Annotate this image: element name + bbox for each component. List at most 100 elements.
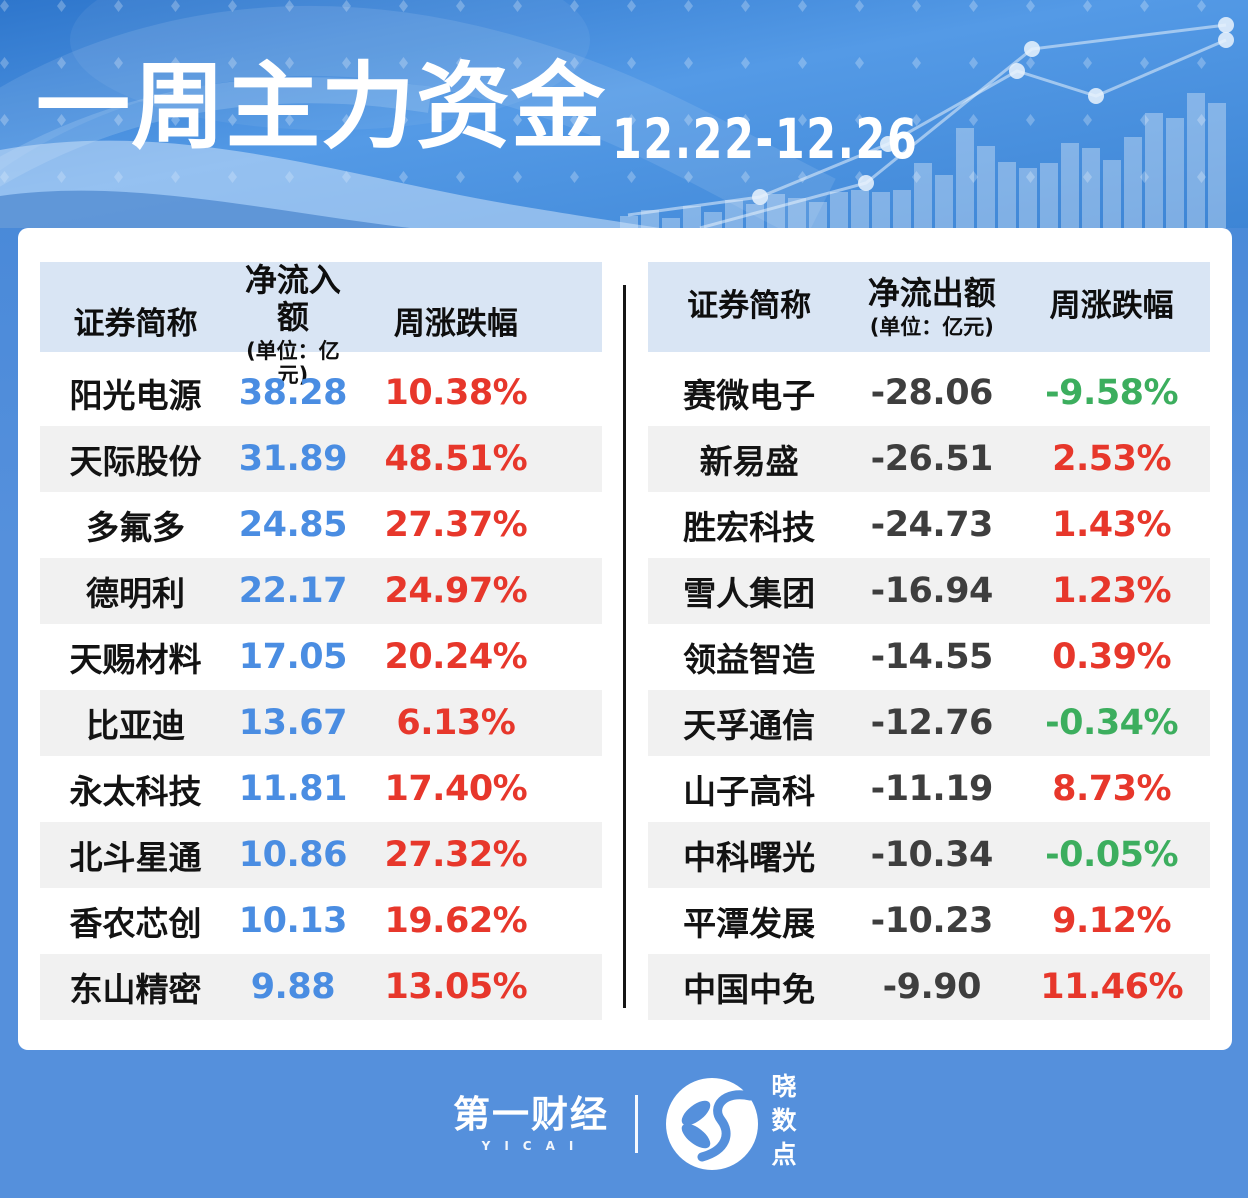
net-amount: -10.34 (870, 835, 994, 875)
net-amount: -10.23 (870, 901, 994, 941)
weekly-change: 10.38% (384, 373, 528, 413)
table-row: 胜宏科技 -24.73 1.43% (648, 492, 1210, 558)
net-amount: -14.55 (870, 637, 994, 677)
stock-name: 中科曙光 (683, 838, 816, 877)
footer: 第一财经 YICAI 晓数点 (0, 1050, 1248, 1198)
table-row: 山子高科 -11.19 8.73% (648, 756, 1210, 822)
net-amount: 24.85 (238, 505, 348, 545)
stock-name: 山子高科 (683, 772, 816, 811)
line-chart-decoration (627, 17, 1234, 228)
inflow-table: 证券简称 净流入额 (单位：亿元) 周涨跌幅 阳光电源 38.28 10.38%… (40, 262, 602, 1020)
net-amount: -24.73 (870, 505, 994, 545)
table-row: 平潭发展 -10.23 9.12% (648, 888, 1210, 954)
outflow-table-body: 赛微电子 -28.06 -9.58% 新易盛 -26.51 2.53% 胜宏科技… (648, 360, 1210, 1020)
table-row: 北斗星通 10.86 27.32% (40, 822, 602, 888)
net-amount: 13.67 (238, 703, 348, 743)
stock-name: 赛微电子 (683, 376, 816, 415)
table-row: 天际股份 31.89 48.51% (40, 426, 602, 492)
col-header-amount-unit: (单位：亿元) (869, 314, 994, 339)
net-amount: -9.90 (882, 967, 982, 1007)
weekly-change: 27.32% (384, 835, 528, 875)
stock-name: 永太科技 (69, 772, 202, 811)
data-card: 证券简称 净流入额 (单位：亿元) 周涨跌幅 阳光电源 38.28 10.38%… (18, 228, 1232, 1050)
date-range: 12.22-12.26 (612, 107, 919, 171)
hero-header: 一周主力资金 12.22-12.26 (0, 0, 1248, 228)
col-header-change: 周涨跌幅 (393, 305, 518, 342)
footer-divider (635, 1095, 638, 1153)
col-header-amount: 净流入额 (单位：亿元) (231, 262, 355, 387)
table-row: 比亚迪 13.67 6.13% (40, 690, 602, 756)
outflow-table: 证券简称 净流出额 (单位：亿元) 周涨跌幅 赛微电子 -28.06 -9.58… (648, 262, 1210, 1020)
xiaoshudian-icon (666, 1078, 758, 1170)
stock-name: 德明利 (86, 574, 186, 613)
table-row: 天赐材料 17.05 20.24% (40, 624, 602, 690)
net-amount: -28.06 (870, 373, 994, 413)
yicai-logo-text: 第一财经 (453, 1093, 609, 1136)
xiaoshudian-logo-text: 晓数点 (768, 1073, 797, 1175)
stock-name: 平潭发展 (683, 904, 816, 943)
table-row: 中国中免 -9.90 11.46% (648, 954, 1210, 1020)
weekly-change: 1.43% (1052, 505, 1172, 545)
table-row: 香农芯创 10.13 19.62% (40, 888, 602, 954)
weekly-change: -0.05% (1045, 835, 1179, 875)
weekly-change: 20.24% (384, 637, 528, 677)
weekly-change: 17.40% (384, 769, 528, 809)
table-row: 新易盛 -26.51 2.53% (648, 426, 1210, 492)
weekly-change: 19.62% (384, 901, 528, 941)
net-amount: 11.81 (238, 769, 348, 809)
stock-name: 东山精密 (69, 970, 202, 1009)
table-row: 德明利 22.17 24.97% (40, 558, 602, 624)
weekly-change: -9.58% (1045, 373, 1179, 413)
weekly-change: 48.51% (384, 439, 528, 479)
stock-name: 比亚迪 (86, 706, 186, 745)
net-amount: -16.94 (870, 571, 994, 611)
net-amount: 9.88 (250, 967, 336, 1007)
table-row: 赛微电子 -28.06 -9.58% (648, 360, 1210, 426)
net-amount: -26.51 (870, 439, 994, 479)
stock-name: 新易盛 (699, 442, 799, 481)
net-amount: 22.17 (238, 571, 348, 611)
stock-name: 北斗星通 (69, 838, 202, 877)
stock-name: 多氟多 (86, 508, 186, 547)
table-row: 东山精密 9.88 13.05% (40, 954, 602, 1020)
weekly-change: 6.13% (396, 703, 516, 743)
col-header-amount: 净流出额 (单位：亿元) (850, 275, 1013, 339)
weekly-change: 2.53% (1052, 439, 1172, 479)
net-amount: 10.86 (238, 835, 348, 875)
stock-name: 中国中免 (683, 970, 816, 1009)
table-row: 雪人集团 -16.94 1.23% (648, 558, 1210, 624)
col-header-change: 周涨跌幅 (1049, 288, 1174, 325)
header-decoration (0, 0, 1248, 228)
stock-name: 雪人集团 (683, 574, 816, 613)
table-row: 多氟多 24.85 27.37% (40, 492, 602, 558)
weekly-change: 0.39% (1052, 637, 1172, 677)
net-amount: 17.05 (238, 637, 348, 677)
bar-chart-decoration (620, 93, 1226, 228)
weekly-change: 1.23% (1052, 571, 1172, 611)
inflow-table-body: 阳光电源 38.28 10.38% 天际股份 31.89 48.51% 多氟多 … (40, 360, 602, 1020)
col-header-name: 证券简称 (73, 305, 198, 342)
bottom-wave-dark (0, 190, 410, 228)
stock-name: 天际股份 (69, 442, 202, 481)
table-divider-line (623, 285, 626, 1008)
net-amount: 10.13 (238, 901, 348, 941)
table-row: 天孚通信 -12.76 -0.34% (648, 690, 1210, 756)
stock-name: 天赐材料 (69, 640, 202, 679)
weekly-change: 24.97% (384, 571, 528, 611)
weekly-change: 13.05% (384, 967, 528, 1007)
weekly-change: -0.34% (1045, 703, 1179, 743)
yicai-logo: 第一财经 YICAI (453, 1096, 609, 1152)
table-row: 永太科技 11.81 17.40% (40, 756, 602, 822)
net-amount: 31.89 (238, 439, 348, 479)
net-amount: 38.28 (238, 373, 348, 413)
net-amount: -11.19 (870, 769, 994, 809)
stock-name: 领益智造 (683, 640, 816, 679)
weekly-change: 8.73% (1052, 769, 1172, 809)
stock-name: 香农芯创 (69, 904, 202, 943)
yicai-logo-subtext: YICAI (481, 1139, 588, 1153)
col-header-amount-title: 净流出额 (867, 274, 996, 313)
table-row: 中科曙光 -10.34 -0.05% (648, 822, 1210, 888)
col-header-amount-title: 净流入额 (244, 261, 341, 336)
stock-name: 阳光电源 (69, 376, 202, 415)
